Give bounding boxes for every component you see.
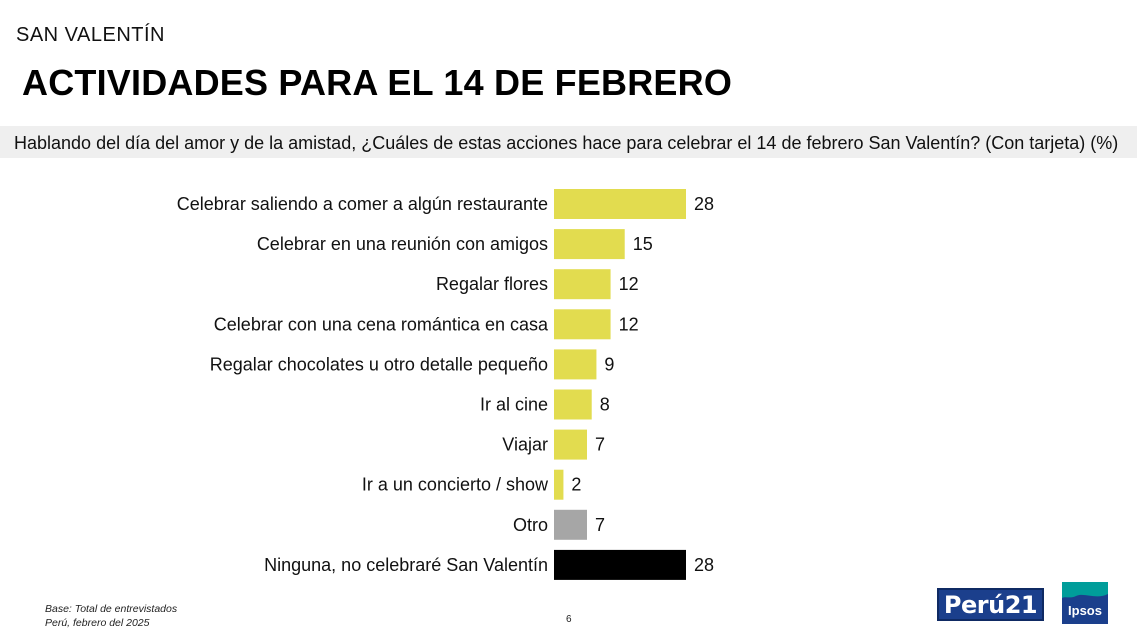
survey-question: Hablando del día del amor y de la amista… <box>14 133 1119 153</box>
bar <box>554 429 587 460</box>
bar <box>554 309 611 340</box>
category-label: Otro <box>513 515 548 535</box>
category-label: Viajar <box>502 435 548 455</box>
value-label: 28 <box>694 194 714 214</box>
category-label: Ninguna, no celebraré San Valentín <box>264 555 548 575</box>
value-label: 15 <box>633 234 653 254</box>
value-label: 7 <box>595 435 605 455</box>
value-label: 7 <box>595 515 605 535</box>
ipsos-logo-text: Ipsos <box>1068 603 1102 618</box>
bar <box>554 509 587 540</box>
category-label: Ir al cine <box>480 395 548 415</box>
bar <box>554 269 611 300</box>
category-label: Ir a un concierto / show <box>362 475 549 495</box>
bar <box>554 549 686 580</box>
category-label: Celebrar con una cena romántica en casa <box>214 314 549 334</box>
page-title: ACTIVIDADES PARA EL 14 DE FEBRERO <box>22 62 733 103</box>
peru21-logo: Perú21 <box>937 588 1044 621</box>
category-label: Regalar chocolates u otro detalle pequeñ… <box>210 354 548 374</box>
value-label: 8 <box>600 395 610 415</box>
footnote-base: Base: Total de entrevistados <box>45 603 178 615</box>
bar <box>554 389 592 420</box>
bar <box>554 349 597 380</box>
value-label: 28 <box>694 555 714 575</box>
bar-chart: Celebrar saliendo a comer a algún restau… <box>177 189 714 580</box>
peru21-logo-text: Perú21 <box>943 591 1038 619</box>
page-number: 6 <box>566 614 572 625</box>
category-label: Celebrar en una reunión con amigos <box>257 234 548 254</box>
ipsos-logo-wave <box>1062 582 1108 598</box>
category-label: Regalar flores <box>436 274 548 294</box>
value-label: 12 <box>619 274 639 294</box>
value-label: 2 <box>571 475 581 495</box>
section-kicker: SAN VALENTÍN <box>16 24 165 46</box>
footnote-source: Perú, febrero del 2025 <box>45 617 150 629</box>
bar <box>554 469 564 500</box>
question-band <box>0 126 1137 158</box>
category-label: Celebrar saliendo a comer a algún restau… <box>177 194 548 214</box>
value-label: 9 <box>604 354 614 374</box>
value-label: 12 <box>619 314 639 334</box>
bar <box>554 189 686 219</box>
bar <box>554 229 625 260</box>
ipsos-logo: Ipsos <box>1062 582 1108 624</box>
